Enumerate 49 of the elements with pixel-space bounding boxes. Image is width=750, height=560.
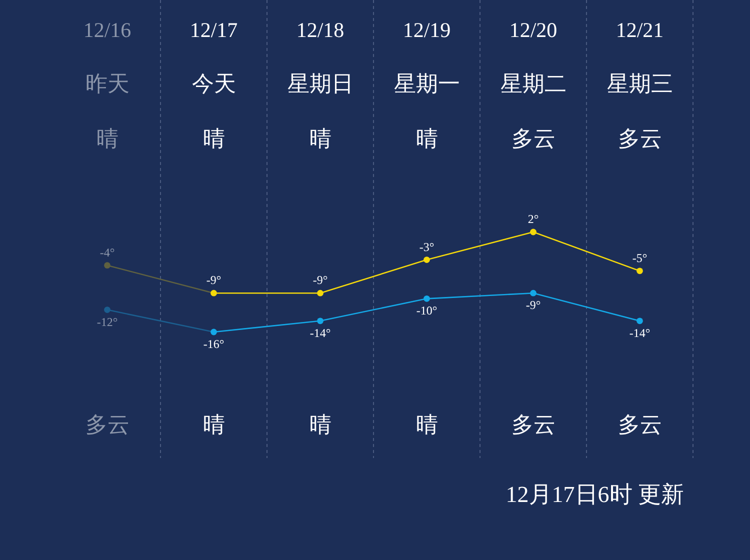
x-tick-label: 12/20	[509, 18, 558, 42]
text: 今天	[192, 71, 236, 96]
text: 多云	[511, 126, 556, 151]
text: 晴	[202, 412, 225, 437]
text: 星期二	[500, 71, 566, 96]
text: 多云	[618, 412, 662, 437]
data-label: -16°	[203, 337, 224, 351]
point	[424, 256, 430, 263]
x-tick-label: 12/17	[190, 18, 238, 42]
point	[530, 290, 536, 296]
point	[424, 295, 430, 302]
data-label: 2°	[528, 212, 539, 226]
data-label: -5°	[632, 250, 648, 265]
x-tick-label: 12/19	[402, 18, 451, 42]
text: 晴	[309, 126, 332, 151]
data-label: -4°	[100, 245, 115, 260]
point	[210, 328, 217, 336]
text: 昨天	[85, 71, 130, 96]
text: 晴	[96, 126, 118, 151]
point	[104, 262, 110, 269]
x-tick-label: 12/16	[83, 18, 132, 42]
text: 星期日	[287, 71, 354, 96]
data-label: -9°	[312, 273, 328, 288]
point	[636, 318, 643, 324]
point	[104, 306, 110, 313]
text: 晴	[309, 412, 332, 437]
text: 星期一	[394, 71, 460, 96]
point	[530, 228, 536, 236]
data-label: -9°	[526, 298, 541, 312]
text: 星期三	[606, 71, 673, 96]
text: 晴	[202, 126, 225, 151]
text: 多云	[618, 126, 662, 151]
data-label: -12°	[96, 314, 118, 329]
point	[317, 318, 324, 324]
x-tick-label: 12/21	[616, 18, 664, 42]
text: 多云	[511, 412, 556, 437]
data-label: -14°	[629, 326, 650, 340]
text: 晴	[416, 126, 438, 151]
data-label: -3°	[419, 240, 434, 254]
point	[210, 290, 217, 296]
point	[317, 290, 324, 296]
text: 多云	[85, 412, 130, 437]
data-label: -10°	[416, 304, 438, 318]
x-tick-label: 12/18	[296, 18, 344, 42]
text: 12月17日6时 更新	[506, 482, 684, 507]
data-label: -9°	[206, 273, 222, 288]
data-label: -14°	[310, 326, 331, 340]
text: 晴	[416, 412, 438, 437]
point	[636, 268, 643, 274]
